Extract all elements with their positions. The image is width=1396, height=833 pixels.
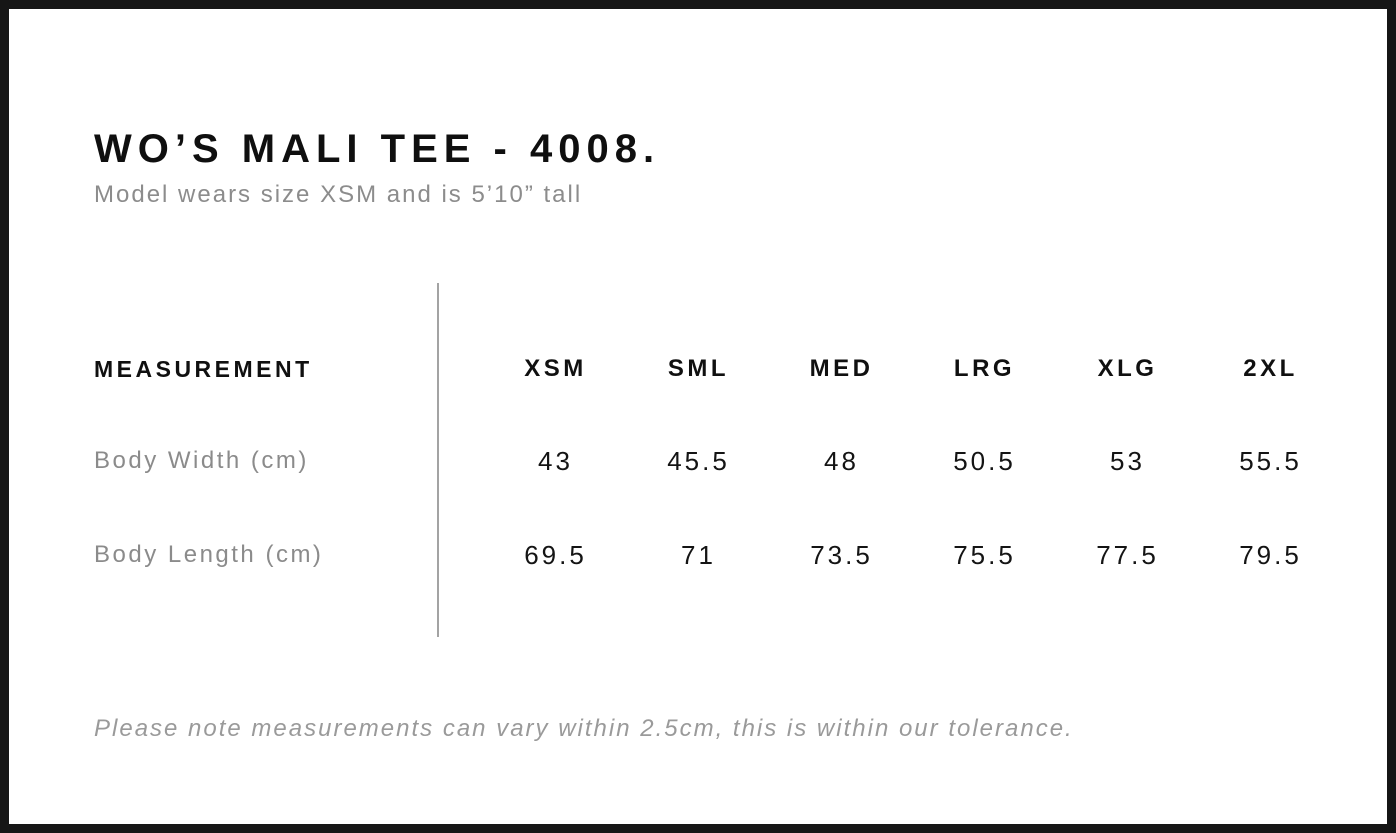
body-length-2xl: 79.5 (1239, 539, 1302, 570)
body-length-lrg: 75.5 (953, 539, 1016, 570)
size-header-2xl: 2XL (1243, 355, 1298, 382)
body-width-med: 48 (824, 445, 859, 476)
body-length-xsm: 69.5 (524, 539, 587, 570)
size-header-med: MED (809, 355, 874, 382)
table-divider (437, 283, 439, 637)
page-title: WO’S MALI TEE - 4008. (94, 126, 661, 171)
row-label-body-width: Body Width (cm) (94, 447, 309, 474)
tolerance-note: Please note measurements can vary within… (94, 715, 1074, 742)
size-header-lrg: LRG (953, 355, 1016, 382)
body-width-xlg: 53 (1110, 445, 1145, 476)
row-label-body-length: Body Length (cm) (94, 541, 324, 568)
body-length-med: 73.5 (810, 539, 873, 570)
body-width-lrg: 50.5 (953, 445, 1016, 476)
table-header-row: MEASUREMENT XSM SML MED LRG XLG 2XL (94, 340, 1342, 398)
body-width-xsm: 43 (538, 445, 573, 476)
model-size-note: Model wears size XSM and is 5’10” tall (94, 181, 583, 208)
size-header-sml: SML (667, 355, 730, 382)
body-length-xlg: 77.5 (1096, 539, 1159, 570)
measurement-column-header: MEASUREMENT (94, 355, 313, 382)
table-row-body-width: Body Width (cm) 43 45.5 48 50.5 53 55.5 (94, 432, 1342, 490)
size-header-xsm: XSM (524, 355, 587, 382)
body-width-2xl: 55.5 (1239, 445, 1302, 476)
body-length-sml: 71 (681, 539, 716, 570)
table-row-body-length: Body Length (cm) 69.5 71 73.5 75.5 77.5 … (94, 526, 1342, 584)
size-header-xlg: XLG (1097, 355, 1158, 382)
body-width-sml: 45.5 (667, 445, 730, 476)
